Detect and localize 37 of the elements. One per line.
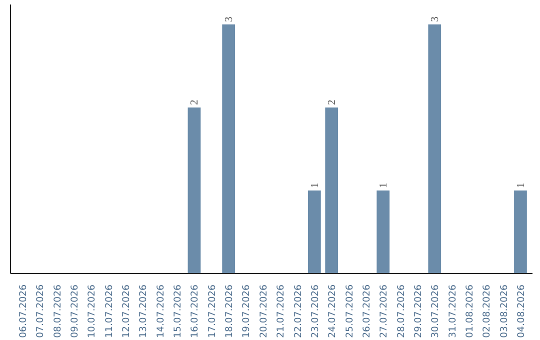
x-tick-label: 10.07.2026: [86, 284, 98, 338]
data-label: 3: [430, 16, 442, 22]
x-tick-label: 18.07.2026: [224, 284, 236, 338]
data-label: 2: [190, 100, 201, 105]
x-tick-label: 09.07.2026: [70, 284, 81, 338]
x-tick-label: 13.07.2026: [138, 284, 150, 338]
x-tick-label: 17.07.2026: [206, 284, 218, 338]
x-tick-label: 02.08.2026: [482, 284, 493, 338]
x-tick-label: 15.07.2026: [172, 284, 184, 338]
data-label: 3: [224, 16, 236, 22]
x-tick-label: 30.07.2026: [430, 284, 442, 338]
data-label: 2: [327, 100, 338, 105]
x-tick-label: 24.07.2026: [327, 284, 338, 338]
x-tick-label: 16.07.2026: [190, 284, 201, 338]
x-tick-label: 04.08.2026: [516, 284, 527, 338]
x-tick-label: 20.07.2026: [258, 284, 270, 338]
x-tick-label: 29.07.2026: [412, 284, 424, 338]
x-tick-label: 08.07.2026: [52, 284, 64, 338]
x-tick-label: 23.07.2026: [310, 284, 321, 338]
data-label: 1: [516, 182, 527, 188]
x-tick-label: 25.07.2026: [344, 284, 356, 338]
x-tick-label: 26.07.2026: [361, 284, 372, 338]
x-tick-label: 03.08.2026: [498, 284, 510, 338]
x-tick-label: 22.07.2026: [292, 284, 304, 338]
x-tick-label: 14.07.2026: [155, 284, 166, 338]
data-label: 1: [310, 182, 321, 188]
data-label: 1: [378, 182, 390, 188]
x-tick-label: 21.07.2026: [276, 284, 287, 338]
x-tick-label: 28.07.2026: [396, 284, 407, 338]
x-tick-label: 07.07.2026: [35, 284, 46, 338]
x-tick-label: 19.07.2026: [241, 284, 252, 338]
x-tick-label: 27.07.2026: [378, 284, 390, 338]
x-tick-label: 31.07.2026: [447, 284, 458, 338]
x-tick-label: 12.07.2026: [121, 284, 132, 338]
x-tick-label: 06.07.2026: [18, 284, 30, 338]
x-tick-label: 11.07.2026: [104, 284, 115, 338]
x-tick-label: 01.08.2026: [464, 284, 476, 338]
